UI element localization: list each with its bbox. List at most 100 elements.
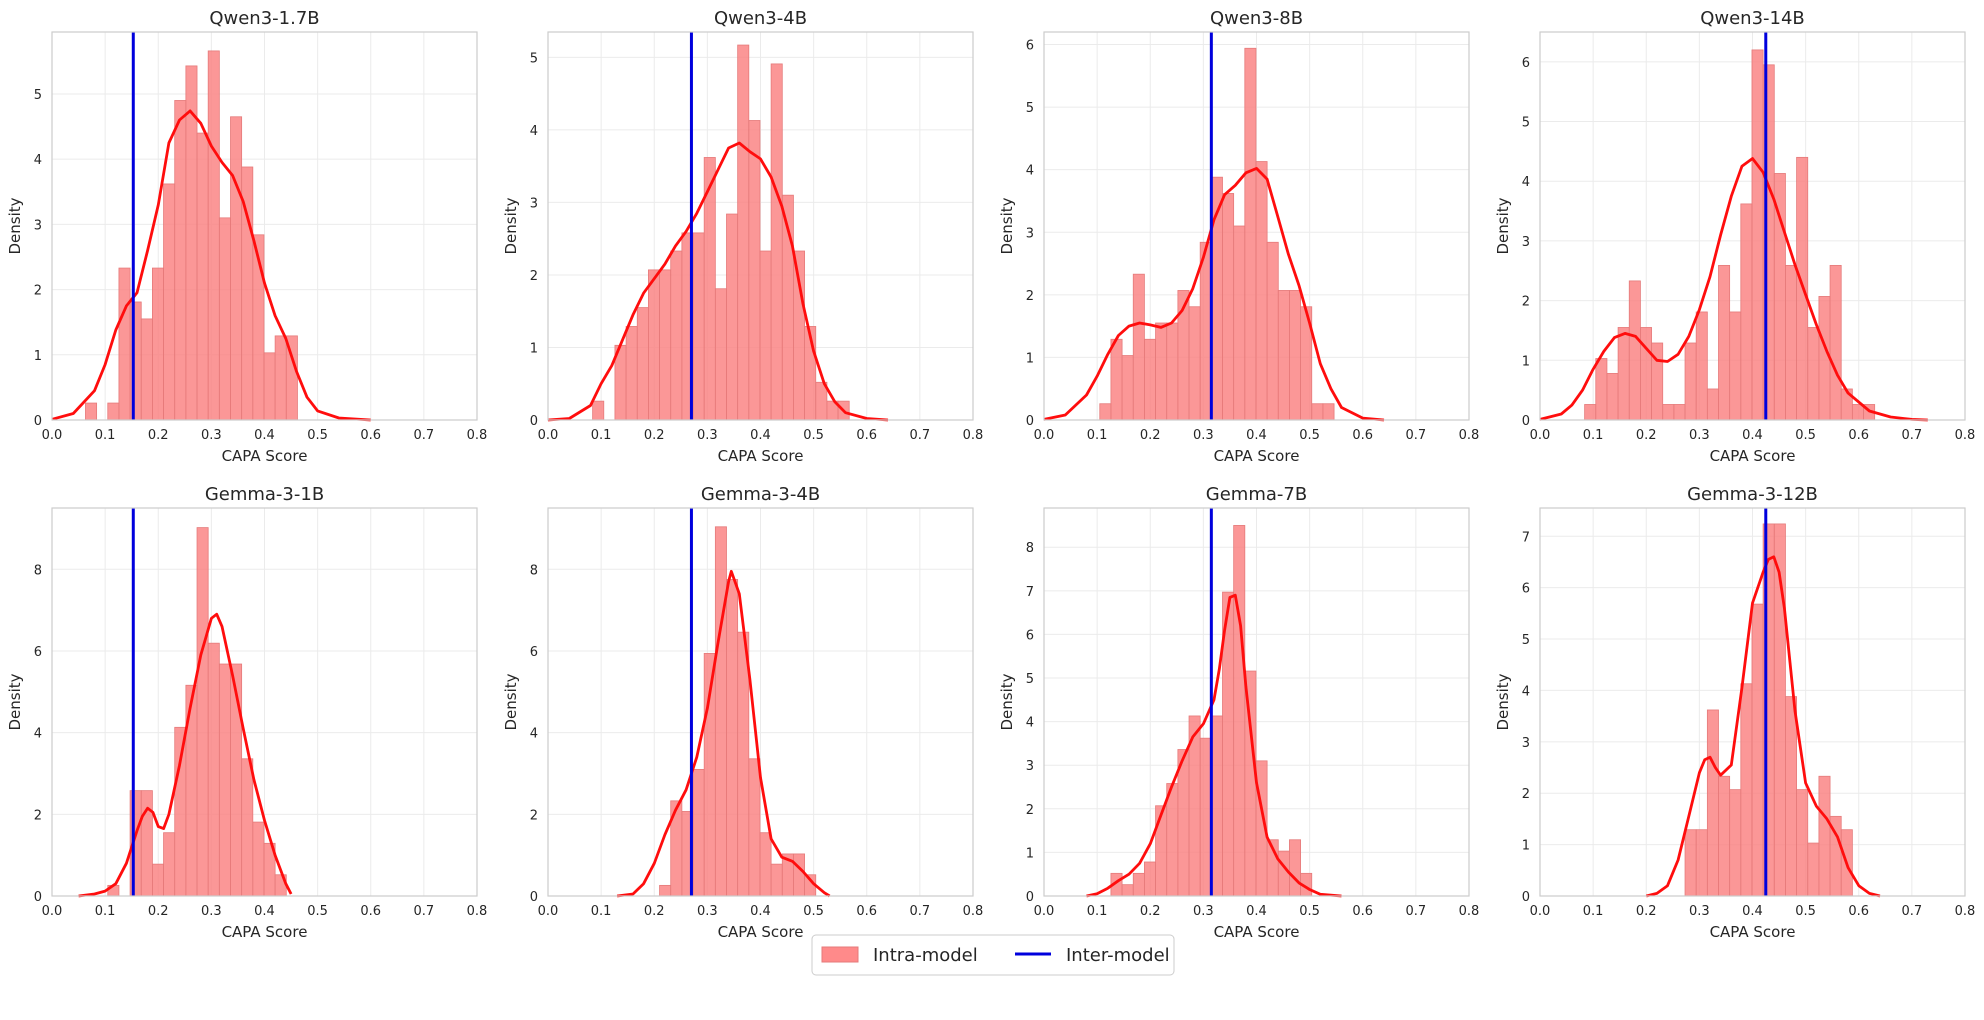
chart-panel: 0.0 0.1 0.2 0.3 0.4 0.5 0.6 0.7 0.8 0 1 2 3 4 5 6 Qwen3-… <box>1494 8 1975 465</box>
x-tick-label: 0.5 <box>803 428 824 443</box>
x-tick-label: 0.4 <box>1246 904 1267 919</box>
y-tick-label: 5 <box>1522 633 1530 648</box>
chart-panels: 0.0 0.1 0.2 0.3 0.4 0.5 0.6 0.7 0.8 0 1 2 3 4 5 Qwen3-1… <box>6 8 1975 941</box>
x-tick-label: 0.0 <box>538 904 559 919</box>
histogram-bar <box>1177 749 1190 897</box>
histogram-bar <box>107 402 120 421</box>
histogram-bar <box>1751 49 1764 421</box>
histogram-bar <box>1121 884 1134 897</box>
kde-curve <box>1539 157 1928 422</box>
x-tick-label: 0.5 <box>307 904 328 919</box>
x-tick-label: 0.7 <box>1406 904 1427 919</box>
kde-curve <box>78 612 293 898</box>
x-tick-label: 0.6 <box>1848 428 1869 443</box>
y-tick-label: 4 <box>530 124 538 139</box>
y-axis-title: Density <box>998 197 1016 254</box>
y-tick-label: 6 <box>1522 582 1530 597</box>
histogram-bar <box>1729 789 1742 897</box>
histogram-bar <box>230 116 243 421</box>
histogram-bar <box>1289 839 1301 897</box>
y-tick-label: 8 <box>1026 541 1034 556</box>
x-tick-label: 0.6 <box>1848 904 1869 919</box>
histogram-bar <box>1155 805 1168 897</box>
histogram-bar <box>1199 737 1212 897</box>
histogram-bar <box>1718 775 1731 897</box>
histogram-bar <box>207 642 220 897</box>
histogram-bar <box>726 213 739 421</box>
histogram-bar <box>1266 241 1279 421</box>
histogram-bar <box>770 863 783 897</box>
histogram-bar <box>252 821 265 897</box>
histogram-bar <box>1132 273 1145 421</box>
histogram-bar <box>659 269 672 421</box>
x-tick-label: 0.8 <box>963 904 984 919</box>
y-tick-label: 3 <box>34 218 42 233</box>
panel-title: Gemma-3-4B <box>701 484 820 505</box>
x-tick-label: 0.3 <box>697 428 718 443</box>
histogram-bar <box>1851 404 1864 421</box>
histogram-bar <box>1210 715 1223 897</box>
kde-curve <box>1086 593 1342 898</box>
histogram-bar <box>85 402 98 421</box>
histogram-bar <box>207 50 220 421</box>
x-tick-label: 0.7 <box>910 904 931 919</box>
x-tick-label: 0.6 <box>1352 904 1373 919</box>
x-tick-label: 0.7 <box>1406 428 1427 443</box>
x-tick-label: 0.1 <box>591 904 612 919</box>
histogram-bar <box>1796 789 1809 897</box>
y-tick-label: 2 <box>530 808 538 823</box>
x-axis-title: CAPA Score <box>718 923 804 941</box>
plot-frame <box>1043 31 1470 421</box>
y-tick-label: 0 <box>1522 414 1530 429</box>
plot-frame <box>547 31 974 421</box>
y-tick-label: 5 <box>34 88 42 103</box>
y-tick-label: 2 <box>1522 787 1530 802</box>
x-tick-label: 0.4 <box>1742 904 1763 919</box>
legend-intra-swatch <box>821 946 859 963</box>
x-tick-label: 0.4 <box>254 428 275 443</box>
histogram-bar <box>1144 338 1156 421</box>
histogram-bar <box>1751 603 1764 897</box>
y-tick-label: 7 <box>1522 530 1530 545</box>
plot-frame <box>1043 507 1470 897</box>
histogram-bar <box>1706 709 1719 897</box>
histogram-bar <box>636 307 649 421</box>
histogram-bar <box>1706 388 1719 421</box>
panel-title: Qwen3-4B <box>714 8 807 29</box>
histogram-bar <box>140 318 153 421</box>
x-tick-label: 0.0 <box>1530 428 1551 443</box>
x-tick-label: 0.8 <box>467 904 488 919</box>
y-tick-label: 4 <box>530 727 538 742</box>
histogram-bar <box>1277 290 1290 421</box>
histogram-bar <box>1606 373 1619 421</box>
y-tick-label: 0 <box>530 890 538 905</box>
legend-intra-label: Intra-model <box>873 945 978 966</box>
x-tick-label: 0.0 <box>538 428 559 443</box>
histogram-bar <box>1099 403 1112 421</box>
histogram-bar <box>648 269 660 421</box>
histogram-bar <box>1110 338 1123 421</box>
x-tick-label: 0.3 <box>1193 904 1214 919</box>
y-tick-label: 4 <box>34 727 42 742</box>
y-tick-label: 4 <box>1522 684 1530 699</box>
histogram-bar <box>163 832 176 897</box>
x-axis-title: CAPA Score <box>1710 923 1796 941</box>
y-tick-label: 4 <box>1522 175 1530 190</box>
x-axis-title: CAPA Score <box>222 447 308 465</box>
histogram-bar <box>670 250 683 421</box>
y-tick-label: 0 <box>1026 890 1034 905</box>
x-tick-label: 0.4 <box>1742 428 1763 443</box>
plot-frame <box>51 31 478 421</box>
histogram-bar <box>1617 327 1630 421</box>
y-tick-label: 3 <box>1026 226 1034 241</box>
x-tick-label: 0.8 <box>1955 428 1976 443</box>
y-axis-title: Density <box>6 197 24 254</box>
y-axis-title: Density <box>502 197 520 254</box>
kde-curve <box>616 569 831 898</box>
y-tick-label: 2 <box>34 808 42 823</box>
y-axis-title: Density <box>1494 673 1512 730</box>
x-axis-title: CAPA Score <box>718 447 804 465</box>
x-tick-label: 0.6 <box>360 428 381 443</box>
x-axis-title: CAPA Score <box>1710 447 1796 465</box>
x-tick-label: 0.5 <box>1795 904 1816 919</box>
